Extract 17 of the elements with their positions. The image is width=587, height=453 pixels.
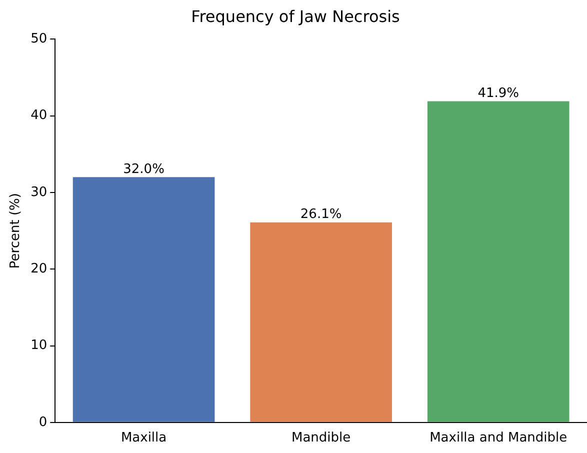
x-tick-label: Maxilla and Mandible	[430, 430, 568, 446]
y-tick-label: 50	[30, 32, 48, 47]
bar	[427, 101, 570, 422]
data-label: 26.1%	[300, 207, 342, 222]
x-tick-label: Maxilla	[120, 430, 167, 446]
y-tick-label: 10	[30, 338, 48, 354]
chart-title: Frequency of Jaw Necrosis	[191, 6, 400, 26]
x-tick-label: Mandible	[291, 430, 351, 446]
y-tick-label: 40	[30, 108, 48, 124]
y-tick-label: 0	[38, 414, 48, 430]
y-axis-title: Percent (%)	[8, 193, 24, 269]
y-tick-label: 20	[30, 261, 48, 276]
bar	[250, 222, 392, 422]
data-label: 32.0%	[123, 162, 164, 178]
bar	[72, 177, 215, 422]
y-tick-label: 30	[30, 184, 48, 200]
data-label: 41.9%	[478, 86, 520, 102]
